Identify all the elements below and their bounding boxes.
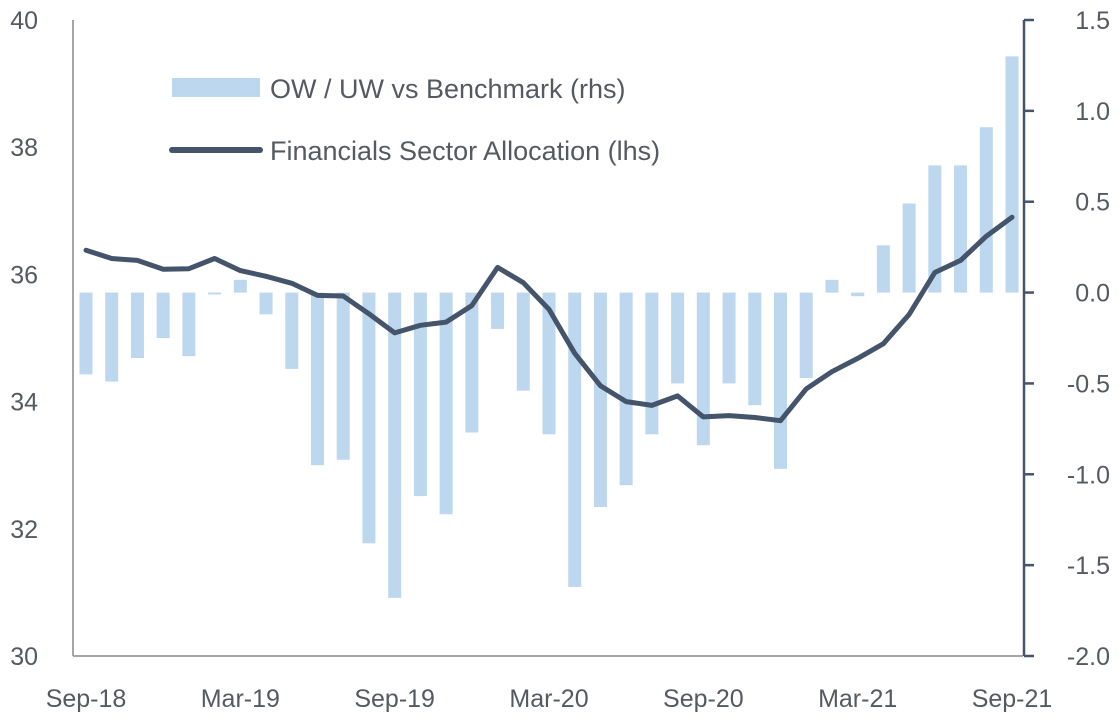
left-tick-label: 40 — [10, 7, 38, 35]
x-tick-label: Sep-18 — [46, 685, 127, 713]
bar-Oct-20 — [722, 292, 736, 384]
legend-bar-label: OW / UW vs Benchmark (rhs) — [270, 74, 626, 104]
bar-Apr-21 — [876, 245, 890, 293]
bar-Sep-18 — [79, 292, 93, 375]
right-tick-label: 0.0 — [1075, 280, 1110, 308]
legend-bar-swatch — [172, 78, 260, 97]
bar-Feb-19 — [208, 292, 222, 295]
bar-Mar-21 — [851, 292, 865, 297]
bar-series — [79, 56, 1019, 598]
x-axis-ticks: Sep-18 Mar-19 Sep-19 Mar-20 Sep-20 Mar-21 Sep-… — [46, 685, 1053, 713]
bar-Jun-19 — [311, 292, 324, 466]
x-tick-label: Mar-20 — [509, 685, 588, 713]
bar-Feb-20 — [516, 292, 530, 391]
left-tick-label: 34 — [10, 389, 38, 417]
right-tick-label: 1.0 — [1075, 98, 1110, 126]
left-tick-label: 38 — [10, 134, 38, 162]
x-tick-label: Sep-21 — [972, 685, 1053, 713]
x-tick-label: Sep-19 — [354, 685, 435, 713]
bar-Nov-20 — [748, 292, 762, 406]
bar-Nov-19 — [439, 292, 453, 515]
bar-Dec-19 — [465, 292, 479, 433]
left-tick-label: 36 — [10, 261, 38, 289]
right-tick-label: -1.0 — [1067, 461, 1110, 489]
bar-Sep-20 — [696, 292, 710, 446]
bar-Oct-19 — [413, 292, 427, 497]
bar-Jan-21 — [799, 292, 813, 378]
left-axis-ticks: 30 32 34 36 38 40 — [10, 7, 38, 671]
bar-Oct-18 — [105, 292, 119, 382]
bar-Aug-20 — [671, 292, 685, 384]
bar-Aug-21 — [979, 127, 993, 293]
right-tick-label: 1.5 — [1075, 7, 1110, 35]
bar-Dec-18 — [156, 292, 170, 338]
bar-Jun-20 — [619, 292, 633, 486]
bar-Mar-20 — [542, 292, 556, 435]
bar-Jan-20 — [491, 292, 505, 329]
bar-Nov-18 — [130, 292, 144, 358]
bar-Aug-19 — [362, 292, 376, 544]
bar-Jun-21 — [928, 165, 942, 293]
bar-Jul-21 — [954, 165, 968, 293]
right-tick-label: 0.5 — [1075, 189, 1110, 217]
right-tick-label: -2.0 — [1067, 643, 1110, 671]
right-tick-label: -0.5 — [1067, 370, 1110, 398]
bar-Mar-19 — [233, 279, 247, 293]
x-tick-label: Mar-19 — [201, 685, 280, 713]
bar-Sep-21 — [1005, 56, 1019, 293]
bar-Sep-19 — [388, 292, 402, 598]
bar-May-19 — [285, 292, 299, 369]
bar-Jul-19 — [336, 292, 350, 460]
financials-allocation-line — [83, 214, 1015, 424]
bar-Dec-20 — [774, 292, 787, 469]
x-tick-label: Sep-20 — [663, 685, 744, 713]
right-tick-label: -1.5 — [1067, 552, 1110, 580]
bar-Apr-20 — [568, 292, 582, 587]
bar-Jan-19 — [182, 292, 196, 357]
bar-Jul-20 — [645, 292, 659, 435]
bar-Apr-19 — [259, 292, 273, 315]
bar-May-21 — [902, 203, 916, 293]
x-tick-label: Mar-21 — [818, 685, 897, 713]
line-series-layer — [83, 214, 1015, 424]
bar-Feb-21 — [825, 279, 839, 293]
right-axis-ticks: -2.0 -1.5 -1.0 -0.5 0.0 0.5 1.0 1.5 — [1024, 7, 1110, 671]
bar-May-20 — [593, 292, 607, 507]
legend: OW / UW vs Benchmark (rhs) Financials Se… — [169, 74, 660, 166]
left-tick-label: 30 — [10, 643, 38, 671]
legend-line-label: Financials Sector Allocation (lhs) — [270, 136, 660, 166]
left-tick-label: 32 — [10, 516, 38, 544]
